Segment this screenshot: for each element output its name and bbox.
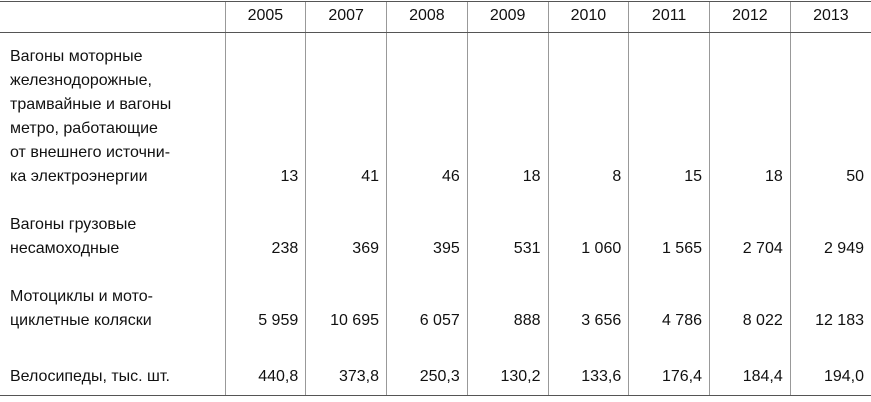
row-label: Вагоны моторные железнодорожные, трамвай… [10, 48, 172, 185]
value-cell: 888 [466, 267, 548, 339]
value-cell: 176,4 [628, 339, 710, 396]
value-cell: 184,4 [709, 339, 791, 396]
value-cell: 2 704 [709, 195, 791, 267]
value-cell: 15 [628, 32, 710, 195]
value-cell: 8 022 [709, 267, 791, 339]
header-row: 2005 2007 2008 2009 2010 2011 2012 2013 [0, 1, 871, 33]
header-cell [0, 1, 225, 33]
value-cell: 3 656 [547, 267, 629, 339]
header-cell: 2013 [789, 1, 871, 33]
header-cell: 2005 [224, 1, 306, 33]
value-cell: 238 [224, 195, 306, 267]
header-cell: 2008 [386, 1, 468, 33]
value-cell: 5 959 [224, 267, 306, 339]
value-cell: 373,8 [305, 339, 387, 396]
value-cell: 133,6 [547, 339, 629, 396]
value-cell: 41 [305, 32, 387, 195]
header-cell: 2011 [628, 1, 710, 33]
value-cell: 531 [466, 195, 548, 267]
value-cell: 18 [709, 32, 791, 195]
value-cell: 369 [305, 195, 387, 267]
value-cell: 130,2 [466, 339, 548, 396]
value-cell: 1 565 [628, 195, 710, 267]
value-cell: 18 [466, 32, 548, 195]
row-label: Вагоны грузовые несамоходные [10, 216, 137, 257]
value-cell: 1 060 [547, 195, 629, 267]
value-cell: 12 183 [789, 267, 871, 339]
header-cell: 2010 [547, 1, 629, 33]
row-label: Мотоциклы и мото- циклетные коляски [10, 288, 153, 329]
header-cell: 2007 [305, 1, 387, 33]
value-cell: 395 [386, 195, 468, 267]
row-label: Велосипеды, тыс. шт. [0, 339, 225, 396]
value-cell: 10 695 [305, 267, 387, 339]
value-cell: 250,3 [386, 339, 468, 396]
value-cell: 194,0 [789, 339, 871, 396]
value-cell: 6 057 [386, 267, 468, 339]
value-cell: 440,8 [224, 339, 306, 396]
header-cell: 2012 [709, 1, 791, 33]
table-row: Вагоны грузовые несамоходные 238 369 395 531… [0, 195, 871, 267]
table-row: Вагоны моторные железнодорожные, трамвай… [0, 32, 871, 195]
value-cell: 8 [547, 32, 629, 195]
value-cell: 50 [789, 32, 871, 195]
table-body: Вагоны моторные железнодорожные, трамвай… [0, 32, 871, 396]
value-cell: 4 786 [628, 267, 710, 339]
value-cell: 46 [386, 32, 468, 195]
value-cell: 2 949 [789, 195, 871, 267]
table-row: Велосипеды, тыс. шт. 440,8 373,8 250,3 130,2… [0, 339, 871, 396]
header-cell: 2009 [466, 1, 548, 33]
table-row: Мотоциклы и мото- циклетные коляски 5 959… [0, 267, 871, 339]
value-cell: 13 [224, 32, 306, 195]
